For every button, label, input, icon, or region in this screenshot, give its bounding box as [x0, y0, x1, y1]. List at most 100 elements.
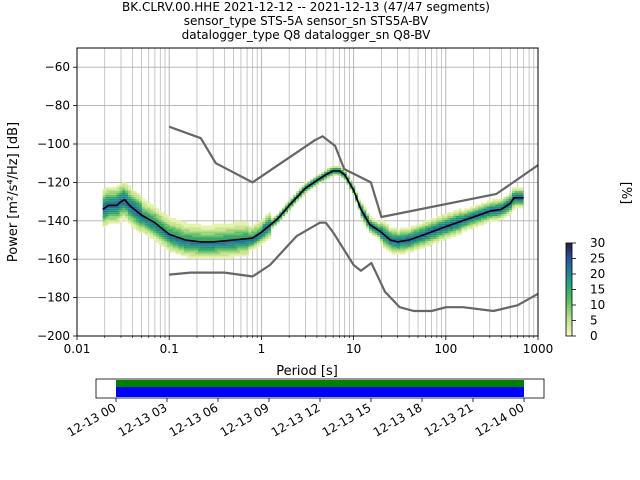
- histogram-cell: [346, 177, 350, 180]
- histogram-cell: [503, 196, 507, 199]
- histogram-cell: [301, 194, 305, 197]
- histogram-cell: [279, 210, 283, 213]
- histogram-cell: [147, 216, 151, 218]
- histogram-cell: [478, 223, 482, 226]
- histogram-cell: [472, 208, 476, 211]
- histogram-cell: [125, 198, 129, 201]
- histogram-cell: [441, 217, 445, 220]
- histogram-cell: [486, 217, 490, 220]
- histogram-cell: [209, 229, 213, 232]
- histogram-cell: [119, 202, 123, 205]
- histogram-cell: [203, 254, 207, 257]
- histogram-cell: [310, 187, 314, 190]
- histogram-cell: [231, 223, 235, 226]
- histogram-cell: [105, 189, 109, 192]
- histogram-cell: [419, 225, 423, 228]
- histogram-cell: [251, 229, 255, 232]
- histogram-cell: [268, 216, 272, 218]
- histogram-cell: [425, 244, 429, 247]
- histogram-cell: [195, 231, 199, 234]
- histogram-cell: [371, 227, 375, 230]
- histogram-cell: [136, 227, 140, 230]
- histogram-cell: [102, 212, 106, 215]
- histogram-cell: [366, 217, 370, 220]
- histogram-cell: [349, 179, 353, 182]
- histogram-cell: [122, 216, 126, 218]
- histogram-cell: [139, 219, 143, 222]
- histogram-cell: [382, 244, 387, 247]
- histogram-cell: [374, 221, 378, 224]
- histogram-cell: [102, 204, 106, 207]
- histogram-cell: [453, 219, 457, 222]
- histogram-cell: [265, 225, 269, 228]
- histogram-cell: [304, 181, 308, 184]
- histogram-cell: [231, 227, 235, 230]
- histogram-cell: [220, 242, 224, 245]
- histogram-cell: [489, 206, 493, 209]
- histogram-cell: [458, 210, 462, 213]
- histogram-cell: [427, 221, 431, 224]
- histogram-cell: [200, 246, 204, 249]
- histogram-cell: [125, 210, 129, 213]
- histogram-cell: [511, 191, 516, 193]
- histogram-cell: [422, 223, 426, 226]
- histogram-cell: [175, 252, 179, 255]
- histogram-cell: [226, 250, 230, 253]
- histogram-cell: [259, 223, 263, 226]
- histogram-cell: [377, 225, 381, 228]
- histogram-cell: [153, 208, 157, 211]
- histogram-cell: [119, 210, 123, 213]
- histogram-cell: [183, 233, 188, 236]
- histogram-cell: [234, 221, 238, 224]
- histogram-cell: [206, 231, 210, 234]
- histogram-cell: [425, 235, 429, 238]
- histogram-cell: [127, 185, 132, 188]
- histogram-cell: [122, 212, 126, 215]
- histogram-cell: [200, 250, 204, 253]
- histogram-cell: [486, 208, 490, 211]
- histogram-cell: [186, 246, 190, 249]
- histogram-cell: [192, 244, 196, 247]
- histogram-cell: [133, 202, 137, 205]
- histogram-cell: [220, 246, 224, 249]
- histogram-cell: [198, 235, 202, 238]
- histogram-cell: [321, 179, 325, 182]
- histogram-cell: [287, 208, 291, 211]
- histogram-cell: [439, 223, 443, 226]
- histogram-cell: [245, 233, 249, 236]
- histogram-cell: [220, 250, 224, 253]
- histogram-cell: [242, 242, 246, 245]
- histogram-cell: [310, 185, 314, 188]
- histogram-cell: [139, 221, 143, 224]
- histogram-cell: [262, 237, 266, 240]
- histogram-cell: [240, 235, 244, 238]
- histogram-cell: [478, 210, 482, 213]
- histogram-cell: [119, 219, 123, 222]
- histogram-cell: [335, 171, 339, 174]
- histogram-cell: [425, 225, 429, 228]
- histogram-cell: [102, 194, 106, 197]
- histogram-cell: [416, 240, 420, 243]
- histogram-cell: [111, 200, 115, 203]
- histogram-cell: [520, 206, 524, 209]
- histogram-cell: [453, 216, 457, 218]
- histogram-cell: [141, 204, 146, 207]
- histogram-cell: [259, 239, 263, 241]
- histogram-cell: [150, 235, 154, 238]
- histogram-cell: [411, 233, 415, 236]
- histogram-cell: [430, 227, 434, 230]
- histogram-cell: [472, 219, 476, 222]
- histogram-cell: [119, 196, 123, 199]
- histogram-cell: [172, 231, 176, 234]
- histogram-cell: [469, 223, 473, 226]
- histogram-cell: [234, 231, 238, 234]
- histogram-cell: [329, 171, 333, 174]
- histogram-cell: [444, 229, 448, 232]
- histogram-cell: [195, 235, 199, 238]
- histogram-cell: [200, 229, 204, 232]
- histogram-cell: [161, 242, 165, 245]
- histogram-cell: [181, 240, 185, 243]
- histogram-cell: [200, 254, 204, 257]
- histogram-cell: [178, 240, 182, 243]
- histogram-cell: [119, 214, 123, 216]
